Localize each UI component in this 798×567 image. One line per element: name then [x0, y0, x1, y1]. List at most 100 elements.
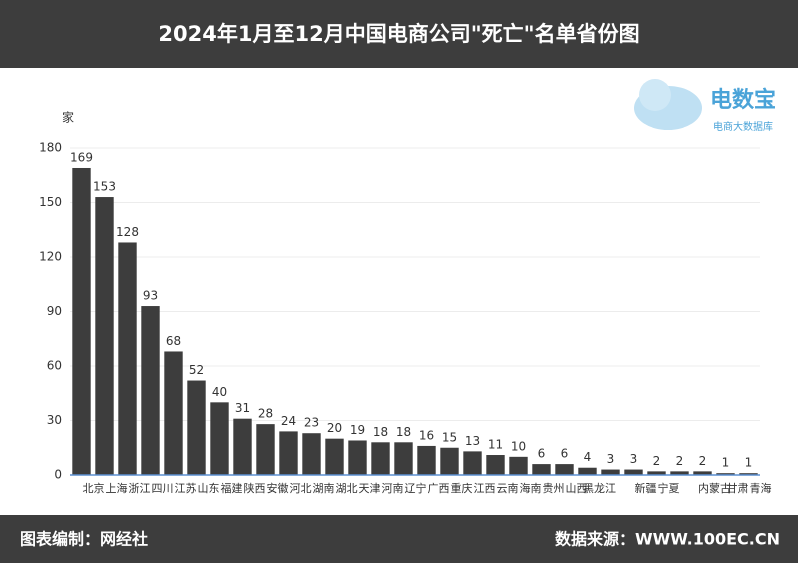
- bar: [670, 471, 689, 475]
- bar: [601, 469, 620, 475]
- data-label: 169: [70, 150, 93, 164]
- x-tick-label: 浙江: [129, 482, 151, 495]
- bar: [302, 433, 321, 475]
- y-tick-label: 120: [39, 250, 62, 264]
- x-tick-label: 江西: [474, 482, 496, 495]
- data-label: 2: [676, 454, 684, 468]
- bar: [233, 418, 252, 475]
- footer-editor: 图表编制：网经社: [20, 530, 148, 549]
- y-tick-label: 60: [47, 359, 62, 373]
- bar: [624, 469, 643, 475]
- data-label: 28: [258, 407, 273, 421]
- data-label: 128: [116, 225, 139, 239]
- bar: [739, 473, 758, 475]
- data-label: 1: [745, 456, 753, 470]
- x-tick-label: 广西: [428, 482, 450, 495]
- bar: [509, 456, 528, 475]
- data-label: 93: [143, 289, 158, 303]
- x-tick-label: 福建: [221, 481, 243, 495]
- data-label: 153: [93, 180, 116, 194]
- x-tick-label: 河北: [290, 482, 312, 495]
- logo: 电数宝 电商大数据库: [634, 79, 776, 133]
- x-tick-label: 青海: [750, 481, 772, 495]
- bar: [141, 306, 160, 475]
- x-tick-label: 湖南: [313, 482, 335, 495]
- data-label: 31: [235, 401, 250, 415]
- x-tick-label: 海南: [520, 481, 542, 495]
- y-axis-label: 家: [62, 110, 74, 125]
- y-tick-label: 0: [54, 468, 62, 482]
- data-label: 13: [465, 434, 480, 448]
- bar: [716, 473, 735, 475]
- x-tick-label: 黑龙江: [583, 482, 616, 495]
- x-tick-label: 山西: [566, 482, 588, 495]
- data-label: 18: [396, 425, 411, 439]
- x-tick-label: 甘肃: [727, 482, 749, 495]
- bar: [279, 431, 298, 475]
- x-tick-label: 辽宁: [405, 481, 427, 495]
- footer-source: 数据来源：WWW.100EC.CN: [555, 530, 780, 549]
- x-tick-label: 宁夏: [658, 481, 680, 495]
- data-label: 4: [584, 450, 592, 464]
- x-tick-label: 安徽: [267, 481, 289, 495]
- bar: [693, 471, 712, 475]
- bar: [394, 442, 413, 475]
- data-label: 10: [511, 439, 526, 453]
- x-tick-label: 上海: [106, 481, 128, 495]
- y-tick-label: 150: [39, 195, 62, 209]
- x-tick-label: 云南: [497, 482, 519, 495]
- bar: [210, 402, 229, 475]
- bar: [164, 351, 183, 475]
- data-label: 1: [722, 456, 730, 470]
- data-label: 18: [373, 425, 388, 439]
- x-tick-label: 天津: [359, 482, 381, 495]
- header-bar: [0, 0, 798, 68]
- data-label: 19: [350, 423, 365, 437]
- x-tick-label: 山东: [198, 482, 220, 495]
- x-tick-label: 内蒙古: [698, 481, 731, 495]
- data-label: 52: [189, 363, 204, 377]
- data-label: 23: [304, 416, 319, 430]
- bar: [187, 380, 206, 475]
- data-label: 2: [699, 454, 707, 468]
- x-tick-label: 湖北: [336, 482, 358, 495]
- data-label: 15: [442, 430, 457, 444]
- bar: [486, 455, 505, 475]
- footer-bar: [0, 515, 798, 563]
- data-label: 3: [630, 452, 638, 466]
- data-label: 6: [538, 447, 546, 461]
- data-label: 16: [419, 428, 434, 442]
- y-tick-label: 180: [39, 141, 62, 155]
- data-label: 6: [561, 447, 569, 461]
- bar: [95, 197, 114, 476]
- bar: [256, 424, 275, 475]
- data-label: 40: [212, 385, 227, 399]
- bar: [118, 242, 137, 475]
- bar: [325, 438, 344, 475]
- bar: [532, 464, 551, 475]
- bar: [555, 464, 574, 475]
- y-tick-label: 90: [47, 304, 62, 318]
- x-tick-label: 北京: [83, 481, 105, 495]
- bar: [72, 167, 91, 475]
- data-label: 3: [607, 452, 615, 466]
- x-tick-label: 河南: [382, 482, 404, 495]
- bar: [348, 440, 367, 475]
- x-tick-label: 新疆: [635, 481, 657, 495]
- x-tick-label: 四川: [152, 482, 174, 495]
- logo-cloud: [639, 79, 671, 111]
- bar: [647, 471, 666, 475]
- data-label: 24: [281, 414, 296, 428]
- x-tick-label: 重庆: [451, 481, 473, 495]
- bar: [440, 447, 459, 475]
- logo-subtitle: 电商大数据库: [713, 120, 773, 133]
- x-tick-label: 陕西: [244, 481, 266, 495]
- bar: [463, 451, 482, 475]
- x-tick-label: 江苏: [175, 482, 197, 495]
- data-label: 20: [327, 421, 342, 435]
- bar: [578, 467, 597, 475]
- bar: [371, 442, 390, 475]
- data-label: 11: [488, 438, 503, 452]
- y-tick-label: 30: [47, 413, 62, 427]
